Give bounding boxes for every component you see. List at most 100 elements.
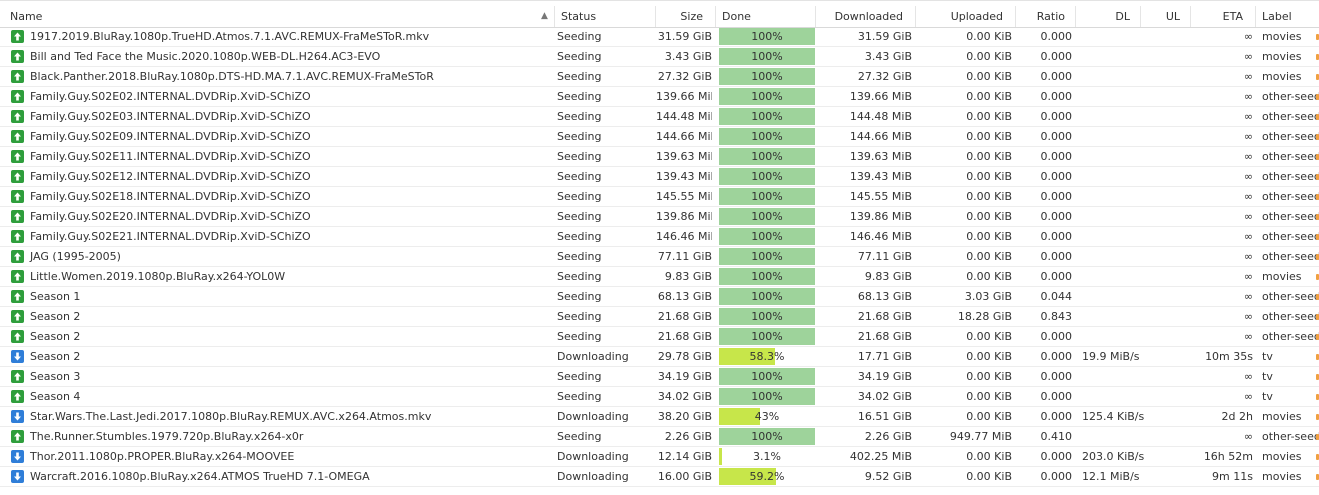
seeding-icon — [11, 270, 24, 283]
torrent-row[interactable]: Season 2 Seeding 21.68 GiB 100% 21.68 GiB 0.0… — [0, 327, 1319, 347]
torrent-row[interactable]: Family.Guy.S02E11.INTERNAL.DVDRip.XviD-S… — [0, 147, 1319, 167]
column-header-ratio[interactable]: Ratio — [1016, 6, 1076, 27]
torrent-uploaded: 0.00 KiB — [966, 130, 1012, 143]
torrent-dl-speed: 12.1 MiB/s — [1082, 470, 1140, 483]
row-edge-marker — [1316, 74, 1319, 80]
row-edge-marker — [1316, 194, 1319, 200]
seeding-icon — [11, 70, 24, 83]
torrent-ratio: 0.000 — [1040, 390, 1073, 403]
torrent-row[interactable]: Season 3 Seeding 34.19 GiB 100% 34.19 GiB 0.0… — [0, 367, 1319, 387]
torrent-name: Family.Guy.S02E02.INTERNAL.DVDRip.XviD-S… — [30, 90, 311, 103]
torrent-row[interactable]: Family.Guy.S02E03.INTERNAL.DVDRip.XviD-S… — [0, 107, 1319, 127]
torrent-size: 34.19 GiB — [657, 370, 712, 383]
torrent-row[interactable]: Family.Guy.S02E02.INTERNAL.DVDRip.XviD-S… — [0, 87, 1319, 107]
progress-bar: 100% — [719, 228, 815, 245]
torrent-name: Bill and Ted Face the Music.2020.1080p.W… — [30, 50, 381, 63]
torrent-ratio: 0.000 — [1040, 130, 1073, 143]
torrent-row[interactable]: Season 4 Seeding 34.02 GiB 100% 34.02 GiB 0.0… — [0, 387, 1319, 407]
progress-percent: 100% — [751, 250, 783, 263]
column-header-eta[interactable]: ETA — [1191, 6, 1256, 27]
torrent-label: movies — [1262, 70, 1302, 83]
progress-bar: 100% — [719, 308, 815, 325]
progress-percent: 100% — [751, 390, 783, 403]
column-header-downloaded[interactable]: Downloaded — [816, 6, 916, 27]
torrent-uploaded: 0.00 KiB — [966, 30, 1012, 43]
torrent-eta: ∞ — [1243, 30, 1253, 43]
torrent-ratio: 0.000 — [1040, 230, 1073, 243]
torrent-name: Family.Guy.S02E21.INTERNAL.DVDRip.XviD-S… — [30, 230, 311, 243]
torrent-label: other-seed — [1262, 130, 1319, 143]
torrent-row[interactable]: The.Runner.Stumbles.1979.720p.BluRay.x26… — [0, 427, 1319, 447]
torrent-uploaded: 0.00 KiB — [966, 70, 1012, 83]
progress-bar: 58.3% — [719, 348, 815, 365]
torrent-eta: ∞ — [1243, 170, 1253, 183]
downloading-icon — [11, 450, 24, 463]
seeding-icon — [11, 190, 24, 203]
progress-percent: 100% — [751, 310, 783, 323]
progress-percent: 3.1% — [753, 450, 781, 463]
torrent-dl-speed: 203.0 KiB/s — [1082, 450, 1145, 463]
torrent-row[interactable]: Family.Guy.S02E09.INTERNAL.DVDRip.XviD-S… — [0, 127, 1319, 147]
progress-bar: 100% — [719, 108, 815, 125]
torrent-row[interactable]: Bill and Ted Face the Music.2020.1080p.W… — [0, 47, 1319, 67]
column-header-size[interactable]: Size — [656, 6, 716, 27]
torrent-row[interactable]: Family.Guy.S02E12.INTERNAL.DVDRip.XviD-S… — [0, 167, 1319, 187]
progress-bar-fill — [719, 448, 722, 465]
seeding-icon — [11, 50, 24, 63]
column-header-name[interactable]: Name ▲ — [0, 6, 555, 27]
torrent-status: Seeding — [557, 370, 602, 383]
column-header-label[interactable]: Label — [1262, 10, 1292, 23]
column-header-dl[interactable]: DL — [1076, 6, 1141, 27]
column-header-status[interactable]: Status — [555, 6, 656, 27]
torrent-uploaded: 0.00 KiB — [966, 190, 1012, 203]
torrent-row[interactable]: Family.Guy.S02E18.INTERNAL.DVDRip.XviD-S… — [0, 187, 1319, 207]
progress-bar: 100% — [719, 28, 815, 45]
progress-bar: 100% — [719, 248, 815, 265]
row-edge-marker — [1316, 434, 1319, 440]
torrent-status: Downloading — [557, 450, 629, 463]
torrent-row[interactable]: Season 2 Downloading 29.78 GiB 58.3% 17.71 G… — [0, 347, 1319, 367]
progress-bar-fill — [719, 368, 815, 385]
row-edge-marker — [1316, 474, 1319, 480]
torrent-downloaded: 31.59 GiB — [857, 30, 912, 43]
torrent-row[interactable]: Star.Wars.The.Last.Jedi.2017.1080p.BluRa… — [0, 407, 1319, 427]
progress-bar: 43% — [719, 408, 815, 425]
torrent-ratio: 0.000 — [1040, 150, 1073, 163]
torrent-label: movies — [1262, 50, 1302, 63]
torrent-row[interactable]: Season 2 Seeding 21.68 GiB 100% 21.68 GiB 18.… — [0, 307, 1319, 327]
row-edge-marker — [1316, 134, 1319, 140]
torrent-uploaded: 0.00 KiB — [966, 150, 1012, 163]
torrent-uploaded: 0.00 KiB — [966, 250, 1012, 263]
progress-bar-fill — [719, 328, 815, 345]
progress-bar-fill — [719, 48, 815, 65]
torrent-row[interactable]: Black.Panther.2018.BluRay.1080p.DTS-HD.M… — [0, 67, 1319, 87]
torrent-downloaded: 27.32 GiB — [857, 70, 912, 83]
torrent-name: JAG (1995-2005) — [30, 250, 121, 263]
progress-bar-fill — [719, 348, 775, 365]
torrent-status: Seeding — [557, 310, 602, 323]
progress-bar-fill — [719, 88, 815, 105]
progress-bar-fill — [719, 188, 815, 205]
torrent-ratio: 0.000 — [1040, 450, 1073, 463]
torrent-uploaded: 3.03 GiB — [964, 290, 1012, 303]
torrent-name: Star.Wars.The.Last.Jedi.2017.1080p.BluRa… — [30, 410, 432, 423]
torrent-label: other-seed — [1262, 210, 1319, 223]
torrent-row[interactable]: Little.Women.2019.1080p.BluRay.x264-YOL0… — [0, 267, 1319, 287]
column-header-done[interactable]: Done — [716, 6, 816, 27]
progress-bar-fill — [719, 68, 815, 85]
torrent-row[interactable]: Family.Guy.S02E21.INTERNAL.DVDRip.XviD-S… — [0, 227, 1319, 247]
torrent-name: Family.Guy.S02E12.INTERNAL.DVDRip.XviD-S… — [30, 170, 311, 183]
column-header-ul[interactable]: UL — [1141, 6, 1191, 27]
torrent-row[interactable]: Family.Guy.S02E20.INTERNAL.DVDRip.XviD-S… — [0, 207, 1319, 227]
torrent-status: Seeding — [557, 270, 602, 283]
torrent-row[interactable]: Season 1 Seeding 68.13 GiB 100% 68.13 GiB 3.0… — [0, 287, 1319, 307]
torrent-row[interactable]: JAG (1995-2005) Seeding 77.11 GiB 100% 77.11… — [0, 247, 1319, 267]
torrent-row[interactable]: Thor.2011.1080p.PROPER.BluRay.x264-MOOVE… — [0, 447, 1319, 467]
torrent-row[interactable]: Warcraft.2016.1080p.BluRay.x264.ATMOS Tr… — [0, 467, 1319, 487]
column-header-uploaded[interactable]: Uploaded — [916, 6, 1016, 27]
progress-bar: 3.1% — [719, 448, 815, 465]
torrent-ratio: 0.843 — [1040, 310, 1073, 323]
torrent-row[interactable]: 1917.2019.BluRay.1080p.TrueHD.Atmos.7.1.… — [0, 27, 1319, 47]
torrent-size: 139.43 MiB — [656, 170, 712, 183]
seeding-icon — [11, 130, 24, 143]
